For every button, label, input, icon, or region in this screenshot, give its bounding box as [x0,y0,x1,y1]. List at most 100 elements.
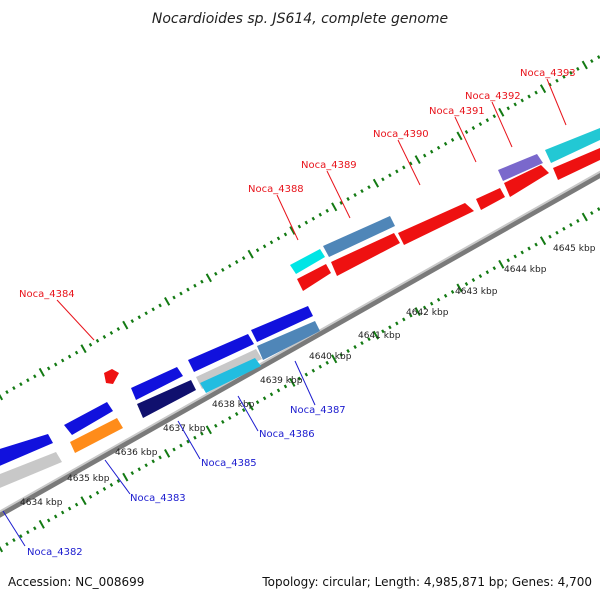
tick-mark [331,202,338,212]
feature-arrow[interactable] [188,334,254,372]
gene-label[interactable]: Noca_4382 [27,547,83,558]
tick-mark [60,510,65,515]
tick-mark [498,107,505,117]
gene-label[interactable]: Noca_4393 [520,68,576,79]
feature-arrow[interactable] [545,128,600,163]
tick-mark [325,208,329,213]
tick-mark [562,74,566,79]
tick-mark [555,78,559,83]
feature-arrow[interactable] [131,367,183,400]
tick-mark [311,216,316,221]
tick-mark [241,256,246,261]
feature-arrow[interactable] [200,358,261,393]
feature-arrow[interactable] [553,148,600,180]
tick-mark [151,307,155,312]
tick-mark [172,295,176,300]
gene-label[interactable]: Noca_4389 [301,160,357,171]
tick-mark [95,490,100,495]
tick-mark [395,321,399,326]
tick-mark [164,297,171,306]
tick-mark [331,354,338,364]
tick-mark [186,287,190,292]
tick-mark [214,271,218,276]
tick-mark [506,258,510,263]
tick-mark [478,274,483,279]
tick-mark [88,342,93,347]
tick-mark [116,479,121,483]
tick-mark [367,185,371,190]
tick-mark [548,234,552,239]
tick-mark [109,331,114,335]
scale-labels: 4634 kbp 4635 kbp 4636 kbp 4637 kbp 4638… [20,244,596,508]
feature-arrow[interactable] [104,369,119,384]
feature-arrow[interactable] [251,306,313,342]
gene-label[interactable]: Noca_4384 [19,289,75,300]
tick-mark [228,416,232,420]
feature-arrow[interactable] [498,154,543,181]
tick-mark [269,392,274,397]
feature-arrow[interactable] [290,249,325,274]
tick-mark [276,236,281,241]
gene-label[interactable]: Noca_4392 [465,91,521,102]
scale-label: 4642 kbp [406,308,449,318]
feature-arrow[interactable] [137,380,196,418]
scale-label: 4644 kbp [504,265,547,275]
tick-mark [80,344,87,354]
feature-arrow[interactable] [504,165,549,197]
tick-mark [102,486,107,491]
gene-label[interactable]: Noca_4386 [259,429,315,440]
map-title: Nocardioides sp. JS614, complete genome [152,11,448,27]
tick-mark [492,114,497,119]
feature-arrow[interactable] [323,216,395,257]
feature-arrow[interactable] [64,402,113,435]
tick-mark [597,55,600,60]
feature-arrow[interactable] [297,264,331,291]
tick-mark [436,297,441,302]
tick-mark [443,293,448,298]
gene-label[interactable]: Noca_4390 [373,129,429,140]
tick-mark [241,408,246,413]
feature-arrow[interactable] [257,321,320,360]
tick-mark [534,242,538,247]
tick-tracks [0,55,600,553]
scale-label: 4637 kbp [163,424,206,434]
tick-mark [109,483,114,487]
tick-mark [478,122,483,127]
tick-mark [409,313,413,318]
gene-label[interactable]: Noca_4387 [290,405,346,416]
tick-mark [193,435,197,440]
tick-mark [33,526,37,531]
tick-mark [200,279,204,284]
tick-mark [19,534,23,539]
tick-mark [450,289,455,294]
gene-label[interactable]: Noca_4388 [248,184,304,195]
tick-mark [414,155,421,164]
scale-label: 4645 kbp [553,244,596,254]
tick-mark [471,126,476,130]
feature-arrow[interactable] [476,188,505,210]
tick-mark [429,149,434,154]
feature-arrow[interactable] [70,418,123,453]
feature-arrow[interactable] [398,203,474,245]
tick-mark [67,506,72,511]
tick-mark [102,334,107,339]
tick-mark [506,106,510,111]
tick-mark [221,419,225,424]
tick-mark [513,254,517,259]
tick-mark [205,425,212,435]
feature-arrow[interactable] [0,452,62,492]
feature-arrow[interactable] [331,233,400,276]
tick-mark [360,341,364,346]
tick-mark [33,374,37,379]
tick-mark [158,455,162,460]
tick-mark [164,449,171,458]
tick-mark [590,211,594,215]
tick-mark [5,542,9,547]
gene-label[interactable]: Noca_4383 [130,493,186,504]
tick-mark [456,283,463,293]
gene-label[interactable]: Noca_4391 [429,106,485,117]
tick-mark [247,401,254,411]
feature-arrow[interactable] [0,434,53,470]
tick-mark [158,303,162,308]
gene-label[interactable]: Noca_4385 [201,458,257,469]
